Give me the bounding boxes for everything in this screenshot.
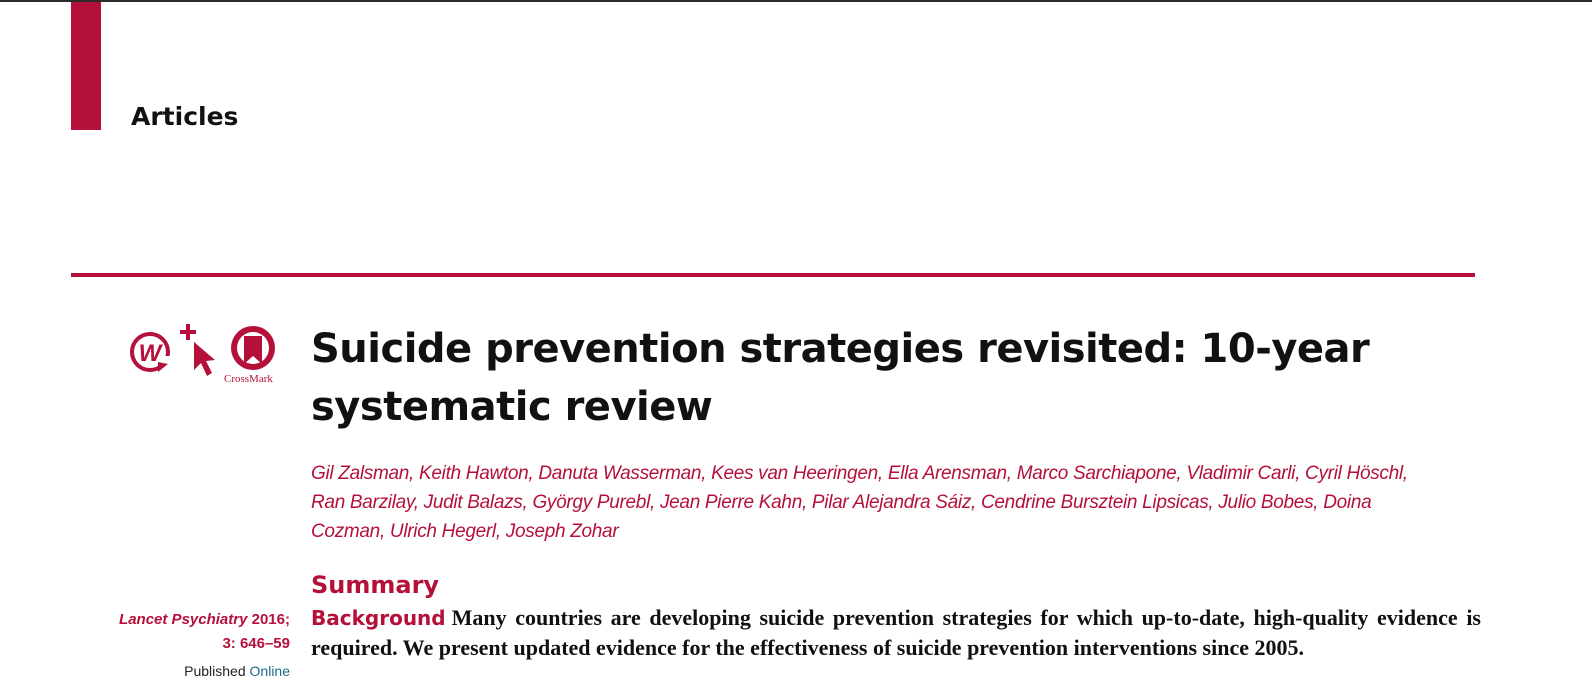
author-list[interactable]: Gil Zalsman, Keith Hawton, Danuta Wasser… (311, 463, 1408, 542)
background-label: Background (311, 606, 446, 630)
web-first-icon[interactable]: W (128, 324, 174, 380)
article-title: Suicide prevention strategies revisited:… (311, 326, 1370, 430)
journal-name: Lancet Psychiatry (119, 611, 248, 628)
citation-block: Lancet Psychiatry 2016; 3: 646–59 (100, 608, 290, 656)
svg-text:W: W (139, 340, 164, 367)
summary-heading: Summary (311, 571, 440, 599)
published-line: Published Online (100, 663, 290, 679)
published-online-link[interactable]: Online (249, 663, 290, 679)
section-label: Articles (131, 102, 239, 131)
published-prefix: Published (184, 663, 250, 679)
abstract-background: Background Many countries are developing … (311, 603, 1481, 662)
header-rule (71, 273, 1475, 277)
article-icons: W CrossMark (128, 320, 288, 390)
citation-year: 2016; (247, 611, 290, 628)
crossmark-label: CrossMark (224, 373, 273, 385)
crossmark-icon[interactable] (228, 324, 284, 374)
section-tab-marker (71, 2, 101, 130)
citation-volume-pages: 3: 646–59 (222, 635, 290, 652)
cursor-plus-icon[interactable] (176, 322, 218, 380)
background-text: Many countries are developing suicide pr… (311, 605, 1481, 660)
